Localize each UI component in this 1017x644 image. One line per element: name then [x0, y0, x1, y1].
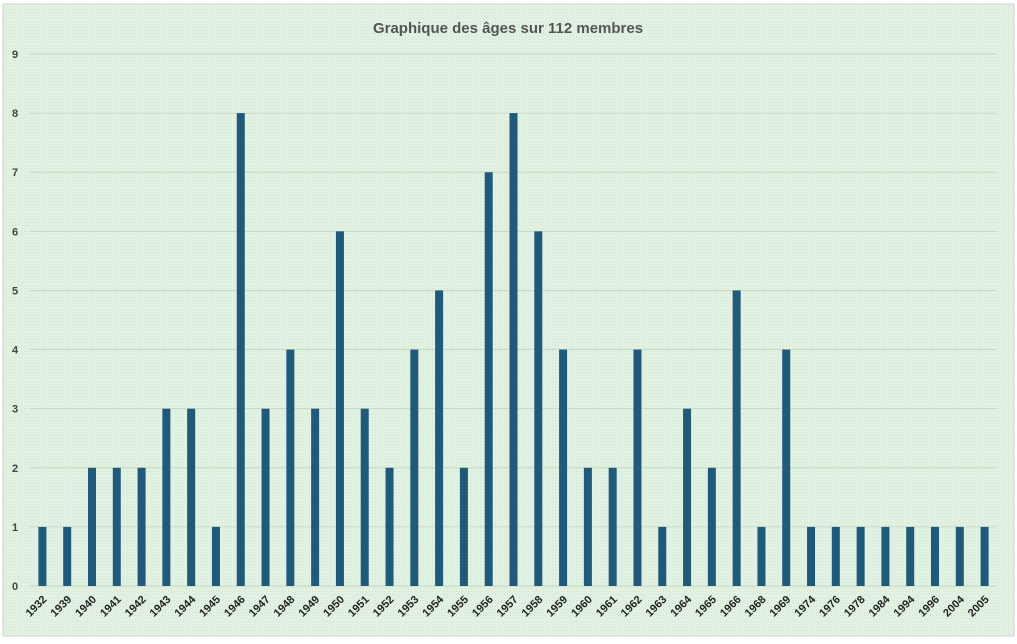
bar-1950	[335, 231, 344, 586]
y-axis-ticks: 0 1 2 3 4 5 6 7 8 9	[12, 49, 19, 593]
bar-1952	[385, 467, 394, 586]
bar-1994	[906, 526, 915, 586]
bar-1958	[534, 231, 543, 586]
y-tick-label: 8	[12, 108, 18, 120]
bar-1962	[633, 349, 642, 586]
bar-1974	[807, 526, 816, 586]
bar-1965	[707, 467, 716, 586]
bar-1960	[583, 467, 592, 586]
bar-1945	[211, 526, 220, 586]
y-tick-label: 6	[12, 226, 18, 238]
bar-2004	[955, 526, 964, 586]
bar-1954	[435, 290, 444, 586]
bar-1961	[608, 467, 617, 586]
y-tick-label: 4	[12, 345, 19, 357]
bar-1941	[112, 467, 121, 586]
bar-1956	[484, 172, 493, 586]
bar-1946	[236, 113, 245, 587]
y-tick-label: 9	[12, 49, 18, 61]
bar-1959	[559, 349, 568, 586]
bar-2005	[980, 526, 989, 586]
bar-1966	[732, 290, 741, 586]
y-tick-label: 1	[12, 522, 18, 534]
y-tick-label: 3	[12, 404, 18, 416]
bar-1964	[683, 408, 692, 586]
bars	[38, 113, 989, 587]
bar-1953	[410, 349, 419, 586]
bar-1969	[782, 349, 791, 586]
bar-1957	[509, 113, 518, 587]
bar-1984	[881, 526, 890, 586]
bar-1949	[311, 408, 320, 586]
bar-1976	[831, 526, 840, 586]
plot-background	[2, 3, 1015, 637]
bar-1951	[360, 408, 369, 586]
bar-1942	[137, 467, 146, 586]
y-tick-label: 7	[12, 167, 18, 179]
bar-1940	[87, 467, 96, 586]
bar-1947	[261, 408, 270, 586]
bar-1978	[856, 526, 865, 586]
bar-1943	[162, 408, 171, 586]
bar-1944	[187, 408, 196, 586]
bar-1932	[38, 526, 47, 586]
y-tick-label: 0	[12, 581, 18, 593]
bar-1996	[931, 526, 940, 586]
chart-title: Graphique des âges sur 112 membres	[373, 20, 643, 37]
y-tick-label: 2	[12, 463, 18, 475]
bar-1968	[757, 526, 766, 586]
bar-1939	[63, 526, 72, 586]
bar-1963	[658, 526, 667, 586]
bar-1955	[459, 467, 468, 586]
bar-1948	[286, 349, 295, 586]
y-tick-label: 5	[12, 285, 18, 297]
